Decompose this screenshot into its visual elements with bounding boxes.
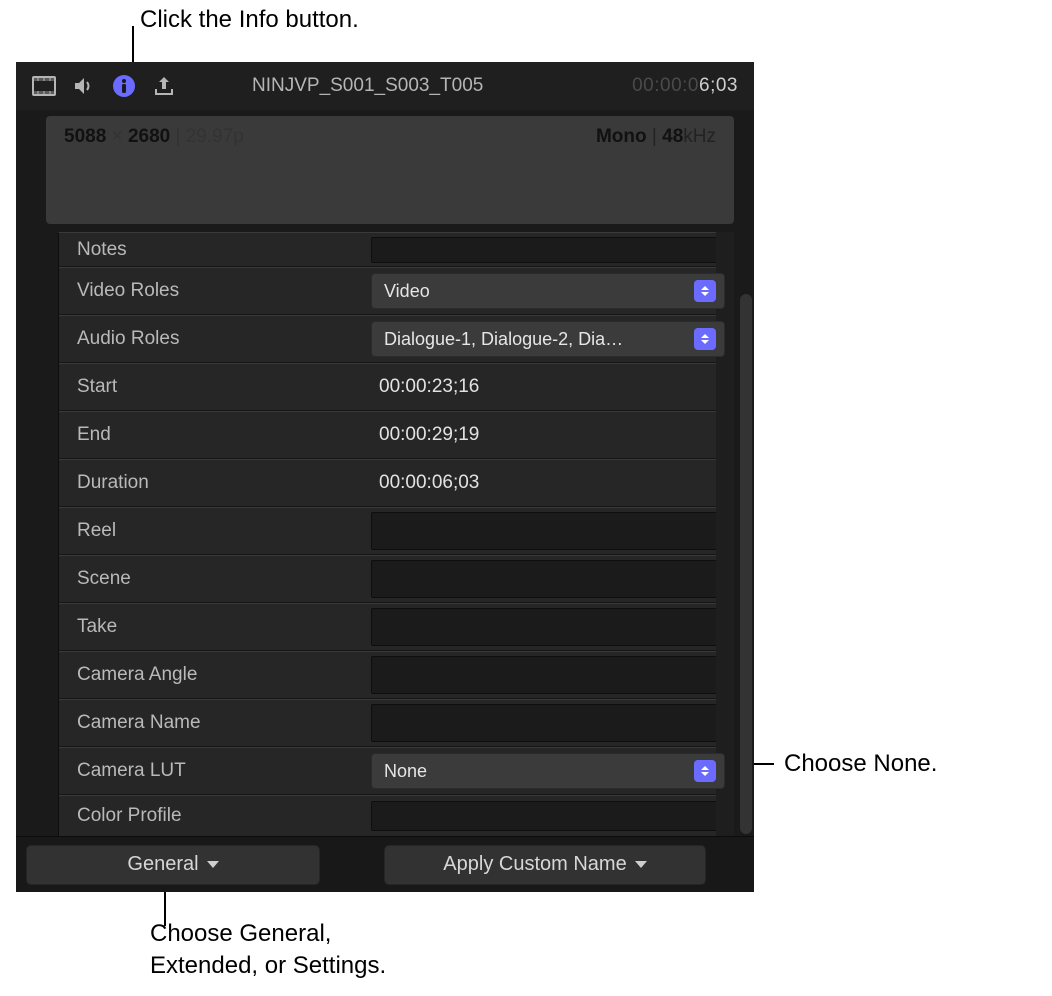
callout-none: Choose None. [784,748,937,780]
camera-lut-value: None [384,761,694,782]
notes-label: Notes [59,239,371,261]
share-icon[interactable] [152,74,176,98]
inspector-toolbar: NINJVP_S001_S003_T005 00:00:06;03 [16,62,754,110]
clip-timecode: 00:00:06;03 [632,75,738,97]
scene-input[interactable] [371,560,725,598]
audio-format: Mono | 48kHz [596,126,716,148]
callout-line [164,886,166,926]
camera-lut-label: Camera LUT [59,760,371,782]
apply-custom-name-label: Apply Custom Name [443,853,626,876]
camera-name-label: Camera Name [59,712,371,734]
row-camera-angle: Camera Angle [59,651,733,699]
clip-title: NINJVP_S001_S003_T005 [192,75,616,97]
metadata-view-label: General [127,853,198,876]
clip-meta-banner: 5088 × 2680 | 29.97p Mono | 48kHz [46,116,734,224]
res-width: 5088 [64,126,106,147]
audio-ch: Mono [596,126,647,147]
inspector-bottom-bar: General Apply Custom Name [16,836,754,892]
end-label: End [59,424,371,446]
row-camera-name: Camera Name [59,699,733,747]
camera-angle-input[interactable] [371,656,725,694]
row-end: End 00:00:29;19 [59,411,733,459]
chevron-down-icon [635,861,647,868]
duration-label: Duration [59,472,371,494]
metadata-view-dropdown[interactable]: General [26,845,320,885]
row-color-profile: Color Profile [59,795,733,837]
row-audio-roles: Audio Roles Dialogue-1, Dialogue-2, Dia… [59,315,733,363]
audio-rate: 48 [662,126,683,147]
metadata-fields: Notes Video Roles Video Audio Roles Dial… [58,232,734,838]
color-profile-label: Color Profile [59,805,371,827]
fps: 29.97p [186,126,244,147]
chevron-updown-icon [694,328,716,350]
timecode-dim: 00:00:0 [632,75,699,96]
row-duration: Duration 00:00:06;03 [59,459,733,507]
reel-input[interactable] [371,512,725,550]
camera-lut-dropdown[interactable]: None [371,753,725,789]
callout-info: Click the Info button. [140,4,359,36]
info-icon[interactable] [112,74,136,98]
row-video-roles: Video Roles Video [59,267,733,315]
fps-sep: | [170,126,186,147]
row-reel: Reel [59,507,733,555]
inspector-panel: NINJVP_S001_S003_T005 00:00:06;03 5088 ×… [16,62,754,892]
camera-angle-label: Camera Angle [59,664,371,686]
start-label: Start [59,376,371,398]
video-roles-dropdown[interactable]: Video [371,273,725,309]
chevron-down-icon [207,861,219,868]
timecode-bright: 6;03 [699,75,738,96]
row-take: Take [59,603,733,651]
row-notes: Notes [59,233,733,267]
row-start: Start 00:00:23;16 [59,363,733,411]
take-input[interactable] [371,608,725,646]
scrollbar-thumb[interactable] [740,294,752,834]
speaker-icon[interactable] [72,74,96,98]
color-profile-input[interactable] [371,801,725,831]
scene-label: Scene [59,568,371,590]
chevron-updown-icon [694,760,716,782]
apply-custom-name-dropdown[interactable]: Apply Custom Name [384,845,706,885]
video-roles-label: Video Roles [59,280,371,302]
end-value[interactable]: 00:00:29;19 [371,412,733,458]
video-format: 5088 × 2680 | 29.97p [64,126,244,148]
audio-roles-dropdown[interactable]: Dialogue-1, Dialogue-2, Dia… [371,321,725,357]
audio-unit: kHz [683,126,716,147]
chevron-updown-icon [694,280,716,302]
row-camera-lut: Camera LUT None [59,747,733,795]
duration-value[interactable]: 00:00:06;03 [371,460,733,506]
start-value[interactable]: 00:00:23;16 [371,364,733,410]
notes-input[interactable] [371,237,725,263]
reel-label: Reel [59,520,371,542]
res-height: 2680 [128,126,170,147]
audio-sep: | [647,126,663,147]
filmstrip-icon[interactable] [32,74,56,98]
take-label: Take [59,616,371,638]
row-scene: Scene [59,555,733,603]
camera-name-input[interactable] [371,704,725,742]
video-roles-value: Video [384,281,694,302]
audio-roles-value: Dialogue-1, Dialogue-2, Dia… [384,329,694,350]
audio-roles-label: Audio Roles [59,328,371,350]
res-sep: × [106,126,128,147]
callout-general: Choose General, Extended, or Settings. [150,918,386,983]
